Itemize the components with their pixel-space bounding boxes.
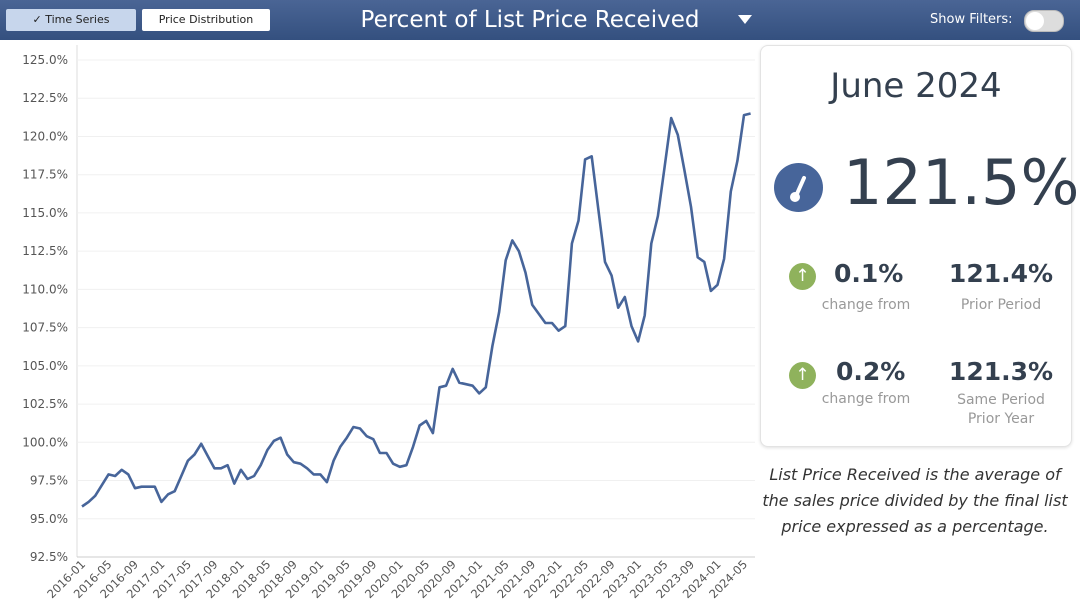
prior-change-label: change from <box>821 297 911 313</box>
series-line <box>81 112 751 508</box>
arrow-up-icon: ↑ <box>789 362 816 389</box>
y-tick-label: 117.5% <box>22 168 68 182</box>
prior-year-label: Same Period Prior Year <box>957 392 1045 427</box>
y-tick-label: 107.5% <box>22 321 68 335</box>
current-value: 121.5% <box>843 146 1080 219</box>
gauge-icon <box>774 163 823 212</box>
caret-down-icon[interactable] <box>738 15 752 24</box>
y-tick-label: 120.0% <box>22 129 68 143</box>
y-tick-label: 115.0% <box>22 206 68 220</box>
y-tick-label: 97.5% <box>30 474 68 488</box>
tab-price-distribution[interactable]: Price Distribution <box>142 9 270 31</box>
y-tick-label: 105.0% <box>22 359 68 373</box>
y-tick-label: 122.5% <box>22 91 68 105</box>
y-tick-label: 100.0% <box>22 435 68 449</box>
y-tick-label: 125.0% <box>22 53 68 67</box>
toggle-knob <box>1026 12 1044 30</box>
prior-year-change: 0.2% <box>836 357 906 386</box>
tab-time-series[interactable]: ✓ Time Series <box>6 9 136 31</box>
header-bar: ✓ Time Series Price Distribution Percent… <box>0 0 1080 40</box>
prior-year-change-label: change from <box>821 391 911 407</box>
prior-value: 121.4% <box>948 259 1054 288</box>
line-chart: 92.5% 95.0% 97.5% 100.0% 102.5% 105.0% 107.5% 1… <box>22 45 755 601</box>
summary-card: June 2024 121.5% ↑ 0.1% change from 121.… <box>760 45 1079 447</box>
page-title: Percent of List Price Received <box>360 7 700 33</box>
prior-year-value: 121.3% <box>948 357 1054 386</box>
prior-label: Prior Period <box>960 297 1042 313</box>
y-tick-label: 112.5% <box>22 244 68 258</box>
arrow-up-icon: ↑ <box>789 263 816 290</box>
y-tick-label: 95.0% <box>30 512 68 526</box>
check-icon: ✓ <box>32 13 42 26</box>
prior-change: 0.1% <box>834 259 904 288</box>
tab-label: Time Series <box>45 13 110 26</box>
show-filters-label: Show Filters: <box>930 12 1013 27</box>
y-tick-label: 92.5% <box>30 550 68 564</box>
y-tick-label: 110.0% <box>22 282 68 296</box>
period-label: June 2024 <box>830 66 1002 106</box>
description: List Price Received is the average of th… <box>762 465 1068 536</box>
y-tick-label: 102.5% <box>22 397 68 411</box>
show-filters-toggle[interactable] <box>1024 10 1064 32</box>
